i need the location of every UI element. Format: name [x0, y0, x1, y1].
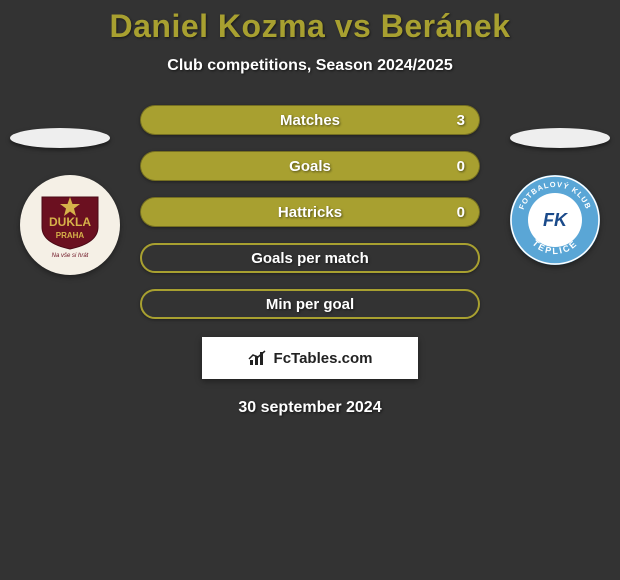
stat-row: Matches 3	[0, 105, 620, 135]
stat-label: Matches	[280, 112, 340, 129]
stat-label: Goals per match	[251, 250, 369, 267]
page-title: Daniel Kozma vs Beránek	[0, 0, 620, 45]
chart-icon	[248, 350, 268, 366]
stat-pill: Hattricks 0	[140, 197, 480, 227]
footer-date: 30 september 2024	[0, 399, 620, 417]
stat-row: Goals 0	[0, 151, 620, 181]
brand-banner[interactable]: FcTables.com	[202, 337, 418, 379]
stat-row: Min per goal	[0, 289, 620, 319]
stats-container: Matches 3 Goals 0 Hattricks 0 Goals per match M…	[0, 105, 620, 319]
stat-value-right: 0	[457, 204, 465, 221]
stat-pill: Min per goal	[140, 289, 480, 319]
stat-value-right: 0	[457, 158, 465, 175]
stat-value-right: 3	[457, 112, 465, 129]
stat-pill: Goals per match	[140, 243, 480, 273]
stat-pill: Matches 3	[140, 105, 480, 135]
stat-label: Hattricks	[278, 204, 342, 221]
stat-label: Goals	[289, 158, 331, 175]
stat-row: Goals per match	[0, 243, 620, 273]
subtitle: Club competitions, Season 2024/2025	[0, 57, 620, 75]
brand-text: FcTables.com	[274, 350, 373, 367]
stat-label: Min per goal	[266, 296, 354, 313]
stat-pill: Goals 0	[140, 151, 480, 181]
stat-row: Hattricks 0	[0, 197, 620, 227]
